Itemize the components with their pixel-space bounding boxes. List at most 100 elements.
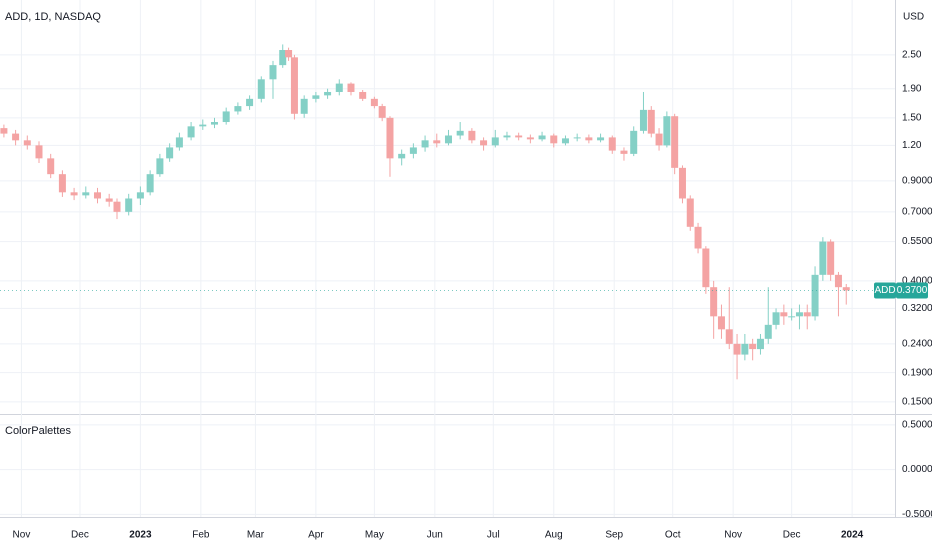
candle-body	[842, 287, 850, 291]
candle-body	[246, 98, 254, 107]
last-price-label: 0.3700	[897, 285, 928, 296]
candle-body	[398, 153, 406, 159]
candle-body	[421, 140, 429, 148]
candle-body	[444, 135, 452, 144]
candle-body	[538, 135, 546, 140]
candle-body	[58, 174, 66, 193]
candle-body	[663, 116, 671, 146]
candle-body	[733, 343, 741, 355]
candle-body	[827, 241, 835, 275]
candle-body	[717, 316, 725, 330]
candle-body	[671, 116, 679, 168]
candle-body	[290, 57, 298, 114]
candle-body	[819, 241, 827, 275]
x-tick-label: May	[365, 530, 384, 541]
candle-body	[23, 140, 31, 146]
x-tick-label: Oct	[665, 530, 681, 541]
candle-body	[456, 130, 464, 136]
candle-body	[756, 338, 764, 350]
y-tick-label: 0.3200	[902, 303, 932, 314]
candle-body	[526, 137, 534, 140]
candle-body	[335, 83, 343, 92]
x-tick-label: Jun	[427, 530, 443, 541]
candle-body	[378, 106, 386, 118]
candle-body	[409, 147, 417, 154]
candle-body	[834, 274, 842, 288]
y-tick-label: 0.5000	[902, 419, 932, 430]
candle-body	[222, 111, 230, 123]
candle-body	[678, 167, 686, 199]
candle-body	[105, 198, 113, 202]
candle-body	[70, 192, 78, 196]
candle-body	[285, 50, 293, 58]
y-tick-label: 0.5500	[902, 236, 932, 247]
candle-body	[561, 138, 569, 144]
y-tick-label: 1.20	[902, 140, 922, 151]
candle-body	[515, 135, 523, 138]
candle-body	[433, 140, 441, 144]
last-price-name-box	[874, 282, 896, 299]
candle-body	[12, 133, 20, 141]
candle-body	[795, 312, 803, 317]
candle-body	[620, 150, 628, 154]
candle-body	[347, 83, 355, 92]
candle-body	[639, 109, 647, 131]
candle-body	[312, 95, 320, 99]
x-tick-label: Mar	[247, 530, 265, 541]
candle-body	[710, 287, 718, 317]
x-tick-label: Feb	[192, 530, 210, 541]
candle-body	[468, 130, 476, 141]
candle-body	[811, 274, 819, 317]
candle-body	[370, 98, 378, 107]
y-tick-label: 0.1500	[902, 396, 932, 407]
x-tick-label: 2024	[841, 530, 864, 541]
candle-body	[764, 324, 772, 339]
x-tick-label: Aug	[545, 530, 563, 541]
candle-body	[175, 137, 183, 148]
candle-body	[725, 329, 733, 344]
candles	[0, 44, 850, 380]
x-tick-label: 2023	[129, 530, 152, 541]
candle-body	[125, 198, 133, 212]
y-tick-label: 0.0000	[902, 464, 932, 475]
candle-body	[480, 140, 488, 146]
last-price-box	[896, 282, 928, 299]
candle-body	[741, 343, 749, 355]
candle-body	[585, 137, 593, 141]
candle-body	[686, 198, 694, 227]
candle-body	[630, 130, 638, 154]
candle-body	[257, 79, 265, 99]
candle-body	[166, 147, 174, 159]
x-tick-label: Jul	[487, 530, 500, 541]
x-tick-label: Sep	[605, 530, 623, 541]
y-tick-label: 1.90	[902, 83, 922, 94]
y-tick-label: 0.4000	[902, 275, 932, 286]
candle-body	[35, 145, 43, 159]
x-tick-label: Nov	[13, 530, 31, 541]
candle-body	[503, 135, 511, 138]
candle-body	[146, 174, 154, 193]
last-price-name: ADD	[874, 285, 895, 296]
y-tick-label: -0.5000	[902, 509, 932, 520]
candle-body	[491, 137, 499, 146]
candle-body	[386, 117, 394, 159]
candle-body	[187, 126, 195, 138]
candle-body	[772, 312, 780, 325]
chart-title: ADD, 1D, NASDAQ	[5, 11, 101, 23]
y-tick-label: 0.9000	[902, 175, 932, 186]
candle-body	[0, 128, 8, 134]
candle-body	[749, 343, 757, 350]
candle-body	[47, 158, 55, 175]
candle-body	[359, 91, 367, 99]
y-tick-label: 2.50	[902, 49, 922, 60]
candle-body	[597, 137, 605, 141]
candle-body	[156, 158, 164, 175]
candle-body	[694, 226, 702, 249]
candle-body	[550, 135, 558, 144]
x-tick-label: Dec	[71, 530, 89, 541]
candle-body	[136, 192, 144, 199]
y-tick-label: 0.7000	[902, 206, 932, 217]
candle-body	[655, 133, 663, 146]
candle-body	[803, 312, 811, 317]
